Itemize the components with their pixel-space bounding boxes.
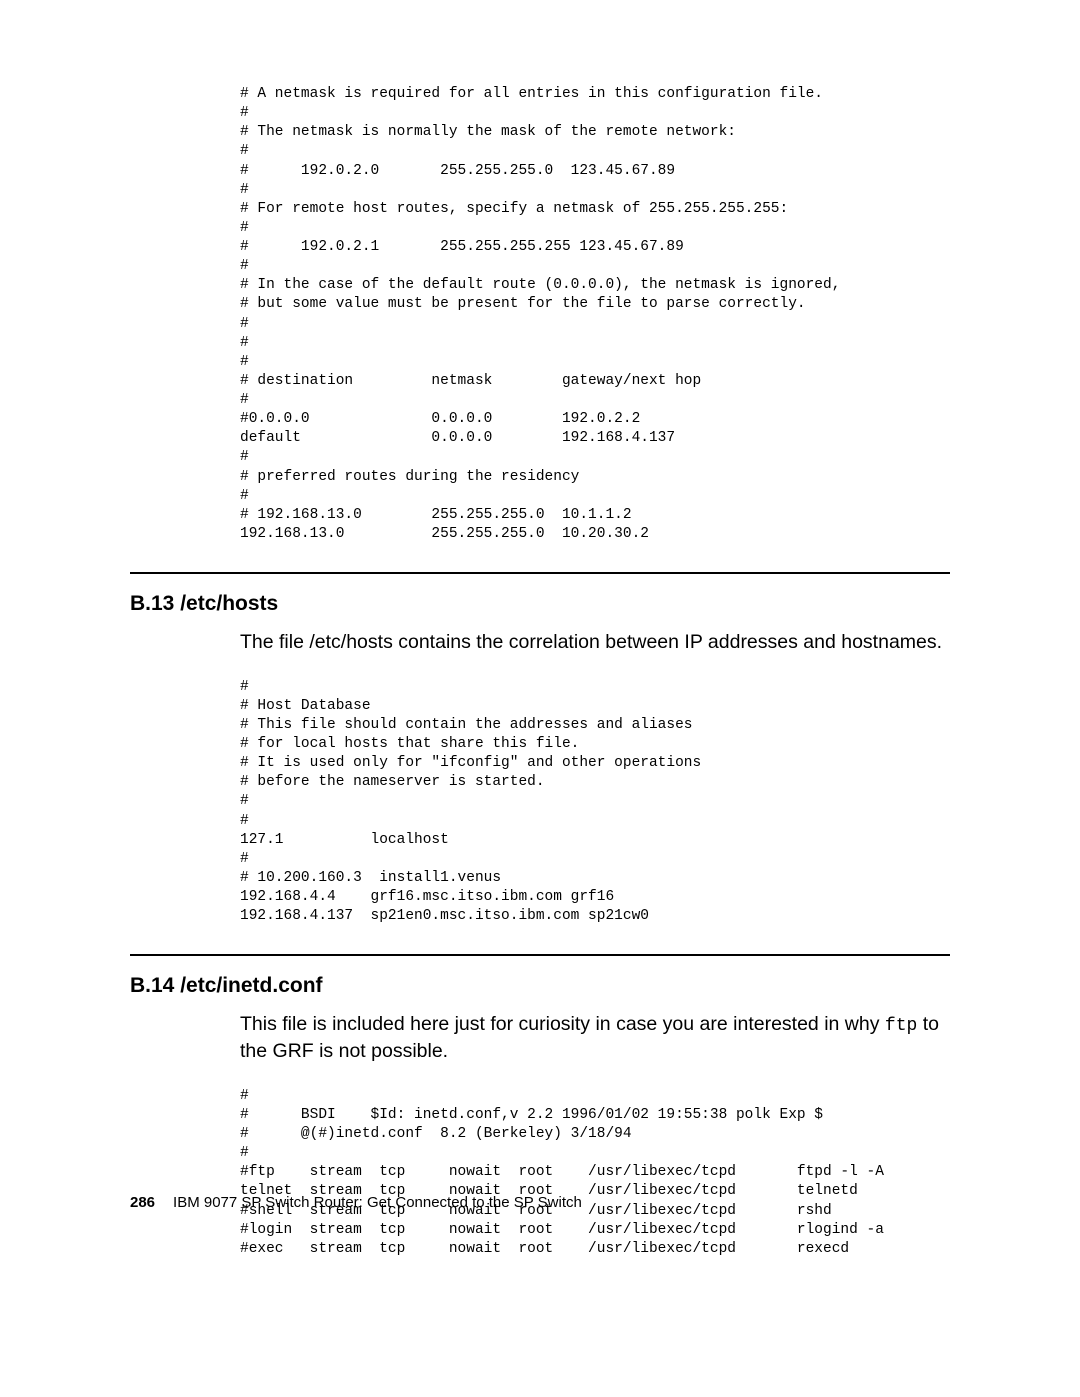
inetd-conf-code: # # BSDI $Id: inetd.conf,v 2.2 1996/01/0… — [240, 1087, 950, 1259]
body-mono-ftp: ftp — [885, 1016, 917, 1036]
section-heading-b14: B.14 /etc/inetd.conf — [130, 974, 950, 998]
page-footer: 286 IBM 9077 SP Switch Router: Get Connec… — [130, 1194, 582, 1211]
section-heading-b13: B.13 /etc/hosts — [130, 592, 950, 616]
section-body-b13: The file /etc/hosts contains the correla… — [240, 630, 950, 656]
body-prefix: This file is included here just for curi… — [240, 1013, 885, 1035]
hosts-file-code: # # Host Database # This file should con… — [240, 678, 950, 927]
section-body-b14: This file is included here just for curi… — [240, 1012, 950, 1064]
page-number: 286 — [130, 1194, 155, 1211]
section-divider — [130, 572, 950, 574]
footer-title: IBM 9077 SP Switch Router: Get Connected… — [173, 1194, 582, 1211]
section-divider — [130, 954, 950, 956]
routes-config-code: # A netmask is required for all entries … — [240, 85, 950, 544]
